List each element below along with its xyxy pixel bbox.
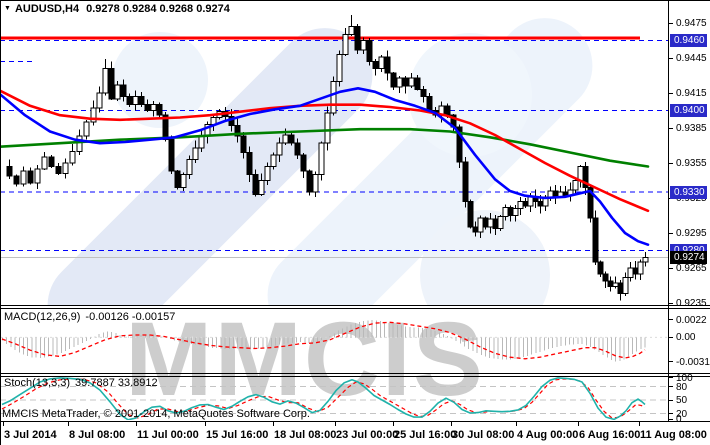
price-axis-label: 0.9265 xyxy=(676,263,707,274)
time-axis-line xyxy=(0,421,710,422)
price-axis-label: 0.9415 xyxy=(676,88,707,99)
price-axis-line xyxy=(668,0,669,421)
window-left-border xyxy=(0,0,1,445)
macd-label: MACD(12,26,9) -0.00126 -0.00157 xyxy=(4,311,176,323)
time-axis-label: 11 Jul 00:00 xyxy=(137,429,199,441)
time-tick xyxy=(335,422,336,426)
stoch-values: 39.7887 33.8912 xyxy=(75,377,158,389)
time-axis-label: 11 Aug 08:00 xyxy=(640,429,707,441)
time-axis-label: 4 Aug 00:00 xyxy=(517,429,579,441)
price-level-badge: 0.9460 xyxy=(670,34,707,47)
stoch-panel-chart[interactable] xyxy=(0,377,668,420)
time-tick xyxy=(639,422,640,426)
time-axis-label: 8 Jul 08:00 xyxy=(69,429,126,441)
main-price-chart[interactable] xyxy=(0,0,668,305)
price-axis-label: 0.9445 xyxy=(676,53,707,64)
time-tick xyxy=(3,422,4,426)
time-axis-label: 18 Jul 08:00 xyxy=(274,429,337,441)
macd-panel-chart[interactable] xyxy=(0,309,668,372)
divider-main-bottom[interactable] xyxy=(0,305,710,306)
symbol-period-label: AUDUSD,H4 xyxy=(14,3,80,15)
time-axis-label: 6 Aug 16:00 xyxy=(579,429,641,441)
time-tick xyxy=(451,422,452,426)
price-axis-label: 0.9355 xyxy=(676,158,707,169)
watermark-text-wrap: MMCIS xyxy=(0,306,668,420)
time-axis-label: 23 Jul 00:00 xyxy=(336,429,399,441)
symbol-dropdown-arrow-icon: ▼ xyxy=(4,5,11,12)
time-axis-row[interactable]: 3 Jul 2014 8 Jul 08:00 11 Jul 00:00 15 Jul … xyxy=(0,421,710,445)
macd-values: -0.00126 -0.00157 xyxy=(85,311,176,323)
price-axis-label: 0.9295 xyxy=(676,228,707,239)
price-level-badge: 0.9330 xyxy=(670,185,707,199)
divider-macd-bottom[interactable] xyxy=(0,373,710,374)
time-axis-label: 3 Jul 2014 xyxy=(4,429,57,441)
ohlc-quotes: 0.9278 0.9284 0.9268 0.9274 xyxy=(86,3,230,15)
time-tick xyxy=(516,422,517,426)
time-tick xyxy=(578,422,579,426)
window-top-border xyxy=(0,0,710,1)
stoch-axis-label: 50 xyxy=(676,395,688,406)
chart-title: ▼ AUDUSD,H4 0.9278 0.9284 0.9268 0.9274 xyxy=(4,3,230,15)
divider-macd-top[interactable] xyxy=(0,308,710,309)
macd-axis-label: -0.0031 xyxy=(676,356,710,368)
stoch-label: Stoch(13,3,3) 39.7887 33.8912 xyxy=(4,377,158,389)
stoch-axis-label: 20 xyxy=(676,408,688,420)
time-axis-label: 30 Jul 08:00 xyxy=(452,429,515,441)
time-tick xyxy=(68,422,69,426)
price-axis-label: 0.9325 xyxy=(676,193,707,204)
time-axis-label: 25 Jul 16:00 xyxy=(394,429,457,441)
time-tick xyxy=(205,422,206,426)
stoch-axis-label: 80 xyxy=(676,381,688,393)
stoch-axis-label: 100 xyxy=(676,372,693,384)
macd-axis-label: 0.00 xyxy=(676,332,696,344)
current-price-badge: 0.9274 xyxy=(670,251,707,264)
macd-axis-label: 0.0022 xyxy=(676,314,707,326)
time-tick xyxy=(273,422,274,426)
time-tick xyxy=(393,422,394,426)
watermark-text: MMCIS xyxy=(125,306,485,418)
price-level-badge: 0.9280 xyxy=(670,244,707,257)
time-axis-label: 15 Jul 16:00 xyxy=(206,429,269,441)
divider-stoch-top[interactable] xyxy=(0,376,710,377)
time-tick xyxy=(136,422,137,426)
price-axis-label: 0.9385 xyxy=(676,123,707,134)
copyright-text: MMCIS MetaTrader, © 2001-2014, MetaQuote… xyxy=(2,408,310,420)
price-level-badge: 0.9400 xyxy=(670,104,707,117)
price-axis-label: 0.9475 xyxy=(676,18,707,29)
